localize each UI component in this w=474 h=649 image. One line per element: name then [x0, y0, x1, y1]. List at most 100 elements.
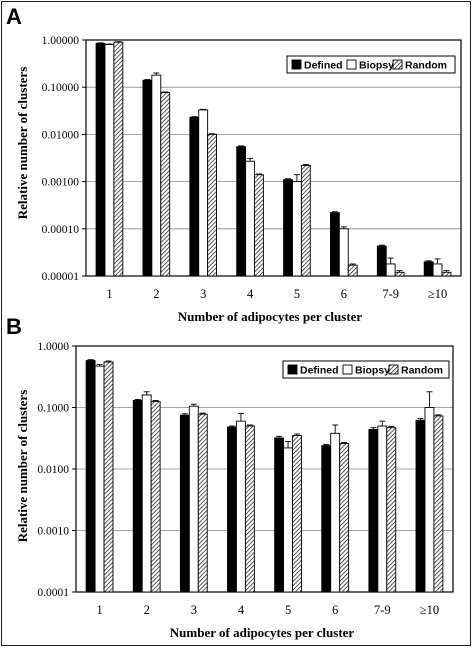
panel-a-x-tick-label: 6: [341, 287, 347, 301]
panel-b-bar-defined: [415, 419, 426, 593]
panel-b-bar-random: [386, 427, 397, 593]
panel-b-x-tick-label: 7-9: [374, 603, 391, 617]
panel-b: B Relative number of clusters Number of …: [6, 314, 454, 640]
panel-a-legend-label-defined: Defined: [304, 60, 343, 72]
panel-a-bar-biopsy: [151, 74, 162, 277]
panel-b-bar-random: [150, 401, 161, 593]
panel-a-x-tick-label: 4: [247, 287, 254, 301]
panel-a-bar-random: [394, 271, 405, 277]
panel-a-bar-random: [160, 92, 171, 277]
panel-b-letter: B: [6, 314, 22, 339]
panel-b-x-tick-label: 2: [144, 603, 150, 617]
panel-a-bar-defined: [330, 212, 340, 277]
panel-a-y-axis-title: Relative number of clusters: [15, 67, 30, 219]
panel-b-bar-biopsy: [141, 394, 152, 593]
panel-b-legend-swatch-defined: [287, 364, 298, 375]
panel-b-x-axis-title: Number of adipocytes per cluster: [170, 625, 355, 640]
panel-b-legend-label-defined: Defined: [300, 365, 339, 377]
panel-b-legend-swatch-random: [388, 364, 399, 375]
panel-a-x-tick-label: 7-9: [382, 287, 399, 301]
panel-a-y-tick-label: 1.00000: [42, 35, 80, 47]
panel-b-x-tick-label: 1: [96, 603, 102, 617]
panel-a-x-tick-label: 2: [153, 287, 159, 301]
panel-a-x-tick-label: 5: [294, 287, 300, 301]
panel-b-bar-biopsy: [377, 425, 388, 593]
panel-a-legend-swatch-random: [392, 59, 403, 70]
panel-b-x-tick-label: 4: [238, 603, 245, 617]
panel-a: A Relative number of clusters Number of …: [6, 4, 462, 324]
panel-a-bar-biopsy: [292, 181, 302, 277]
panel-a-letter: A: [6, 4, 22, 29]
panel-b-x-tick-label: 3: [191, 603, 197, 617]
panel-a-legend-label-biopsy: Biopsy: [359, 60, 394, 72]
panel-a-bar-random: [300, 164, 311, 277]
panel-b-x-tick-label: 5: [285, 603, 291, 617]
panel-a-y-tick-label: 0.10000: [42, 82, 80, 94]
panel-b-bar-defined: [321, 445, 332, 593]
panel-a-bar-defined: [376, 245, 387, 277]
panel-b-bar-random: [103, 361, 114, 593]
panel-a-bar-random: [254, 174, 264, 277]
panel-b-y-tick-label: 0.0001: [37, 587, 69, 599]
panel-b-bar-biopsy: [330, 432, 341, 593]
panel-a-y-tick-label: 0.00100: [42, 177, 80, 189]
panel-b-bar-biopsy: [188, 405, 199, 593]
panel-a-bar-defined: [142, 79, 153, 277]
panel-a-plot-area: 1.00000 0.10000 0.01000 0.00100 0.00010 0.000…: [42, 35, 462, 301]
panel-a-y-tick-label: 0.00010: [42, 224, 80, 236]
panel-b-bar-biopsy: [283, 447, 293, 593]
panel-a-bar-biopsy: [104, 44, 115, 277]
panel-a-bar-random: [113, 41, 124, 277]
panel-b-y-tick-label: 0.0100: [37, 464, 69, 476]
panel-b-legend-label-biopsy: Biopsy: [355, 365, 390, 377]
panel-a-bar-defined: [423, 261, 434, 277]
panel-b-legend-box: [282, 360, 450, 379]
panel-a-bar-biopsy: [338, 228, 349, 277]
panel-a-bar-defined: [283, 179, 293, 277]
panel-a-bar-random: [441, 271, 452, 277]
panel-b-bar-random: [244, 425, 255, 593]
panel-b-plot-area: 1.0000 0.1000 0.0100 0.0010 0.0001 1 2 3 4 5 6 7-9 ≥…: [37, 341, 454, 617]
panel-a-bar-random: [207, 133, 217, 277]
panel-b-bar-random: [292, 435, 302, 593]
panel-a-bar-biopsy: [432, 263, 443, 277]
panel-a-bar-defined: [189, 116, 200, 277]
panel-a-bar-biopsy: [245, 160, 255, 277]
panel-a-x-tick-label: 1: [106, 287, 112, 301]
panel-a-plot-border: [85, 39, 462, 277]
panel-b-bar-random: [339, 443, 350, 593]
panel-b-bar-defined: [132, 400, 143, 593]
panel-b-y-axis-title: Relative number of clusters: [15, 390, 30, 542]
panel-a-legend-swatch-defined: [291, 59, 302, 70]
panel-b-plot-border: [75, 345, 454, 593]
panel-a-bar-defined: [236, 146, 247, 277]
panel-a-legend-swatch-biopsy: [346, 59, 357, 70]
panel-a-bar-biopsy: [198, 109, 209, 277]
panel-b-bar-defined: [368, 428, 379, 593]
panel-b-bar-defined: [179, 414, 190, 593]
panel-b-bar-random: [197, 413, 208, 593]
panel-b-bar-biopsy: [236, 420, 246, 593]
panel-b-bar-defined: [85, 360, 96, 593]
panel-a-x-tick-label: ≥10: [428, 287, 447, 301]
panel-a-legend-box: [286, 55, 456, 74]
panel-a-bar-random: [347, 264, 358, 277]
panel-b-y-tick-label: 0.0010: [37, 526, 69, 538]
panel-b-legend-label-random: Random: [401, 365, 443, 377]
panel-b-bar-defined: [274, 437, 285, 593]
panel-a-bar-defined: [95, 42, 106, 277]
panel-b-x-tick-label: 6: [332, 603, 338, 617]
panel-b-bar-biopsy: [424, 407, 435, 593]
panel-b-bar-biopsy: [94, 365, 105, 593]
panel-b-bar-defined: [227, 426, 237, 593]
panel-a-x-tick-label: 3: [200, 287, 206, 301]
panel-a-y-tick-label: 0.00001: [42, 271, 80, 283]
panel-b-x-tick-label: ≥10: [420, 603, 439, 617]
panel-b-y-tick-label: 0.1000: [37, 403, 69, 415]
panel-a-x-axis-title: Number of adipocytes per cluster: [178, 309, 363, 324]
panel-b-bar-random: [433, 415, 444, 593]
panel-b-y-tick-label: 1.0000: [37, 341, 69, 353]
panel-a-legend-label-random: Random: [405, 60, 447, 72]
